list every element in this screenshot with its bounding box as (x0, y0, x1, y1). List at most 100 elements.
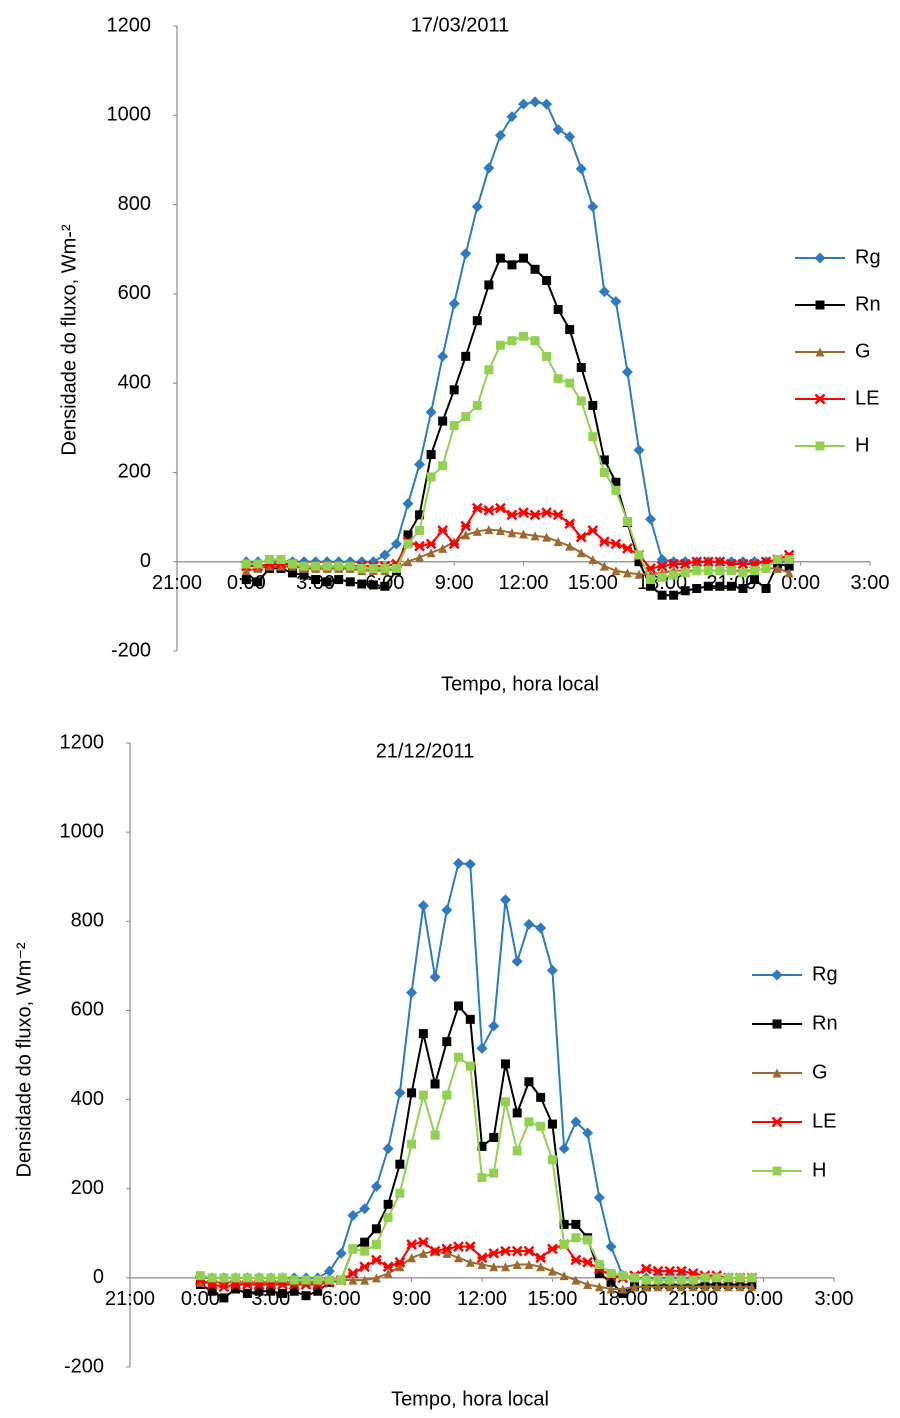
marker (524, 1117, 534, 1127)
y-tick-label: 1200 (60, 731, 105, 753)
legend-marker (815, 300, 825, 310)
legend-marker (815, 441, 825, 451)
marker (583, 1280, 593, 1290)
marker (348, 1275, 358, 1285)
marker (403, 557, 413, 567)
marker (441, 1243, 453, 1255)
marker (254, 1273, 264, 1283)
marker (552, 509, 564, 521)
marker (712, 1282, 722, 1292)
x-tick-label: 0:00 (781, 572, 820, 594)
marker (512, 1146, 522, 1156)
marker (442, 1090, 452, 1100)
marker (576, 396, 586, 406)
marker (253, 559, 263, 569)
marker (476, 1252, 488, 1264)
marker (313, 1275, 323, 1285)
marker (737, 558, 749, 570)
marker (323, 1265, 335, 1277)
marker (489, 1168, 499, 1178)
marker (488, 1020, 500, 1032)
marker (489, 1262, 499, 1272)
x-tick-label: 18:00 (598, 1288, 648, 1310)
marker (559, 1239, 569, 1249)
marker (594, 1259, 604, 1269)
marker (565, 541, 575, 551)
marker (723, 1273, 733, 1283)
marker (231, 1273, 241, 1283)
y-tick-label: 200 (71, 1177, 104, 1199)
marker (575, 531, 587, 543)
marker (587, 525, 599, 536)
marker (418, 1029, 428, 1039)
marker (500, 1245, 511, 1257)
marker (383, 1268, 393, 1278)
marker (576, 363, 586, 373)
marker (357, 579, 367, 589)
marker (536, 1092, 546, 1102)
marker (382, 1261, 394, 1273)
marker (652, 1265, 664, 1277)
marker (553, 374, 563, 384)
marker (703, 566, 713, 576)
x-tick-label: 9:00 (435, 572, 474, 594)
marker (301, 1275, 311, 1285)
marker (380, 563, 390, 573)
marker (454, 1253, 464, 1263)
marker (541, 507, 552, 518)
marker (494, 129, 506, 141)
marker (394, 1087, 406, 1099)
marker (266, 1286, 276, 1296)
marker (406, 1239, 417, 1250)
marker (219, 1293, 229, 1303)
marker (383, 1213, 393, 1223)
marker (735, 1282, 745, 1292)
marker (461, 412, 471, 422)
marker (359, 1261, 371, 1273)
legend-label: G (855, 340, 871, 362)
legend-label: Rn (855, 293, 881, 315)
legend-marker (814, 252, 826, 264)
y-tick-label: 200 (118, 461, 151, 483)
marker (588, 400, 598, 410)
marker (324, 1275, 334, 1285)
marker (460, 520, 472, 532)
y-tick-label: 1000 (107, 104, 152, 126)
legend-label: H (812, 1159, 826, 1181)
marker (264, 554, 274, 564)
marker (336, 1275, 346, 1285)
marker (547, 1243, 558, 1255)
marker (483, 504, 495, 516)
marker (547, 1155, 557, 1165)
marker (529, 96, 541, 108)
marker (345, 577, 355, 587)
marker (519, 331, 528, 341)
marker (714, 556, 726, 568)
chart-title: 17/03/2011 (411, 14, 510, 36)
marker (559, 1271, 569, 1281)
marker (552, 124, 564, 136)
marker (726, 566, 736, 576)
x-axis-label: Tempo, hora local (441, 673, 599, 695)
y-tick-label: 1000 (60, 820, 105, 842)
x-tick-label: 15:00 (568, 572, 618, 594)
marker (570, 1116, 582, 1128)
marker (448, 538, 460, 550)
marker (417, 900, 429, 912)
marker (530, 531, 540, 541)
marker (512, 1259, 522, 1269)
marker (738, 584, 748, 593)
marker (546, 964, 558, 976)
marker (442, 1037, 452, 1047)
marker (276, 554, 286, 564)
marker (266, 1273, 276, 1283)
marker (588, 554, 598, 564)
marker (606, 1284, 616, 1294)
marker (715, 566, 725, 576)
marker (599, 455, 609, 465)
marker (461, 351, 471, 361)
marker (657, 572, 667, 582)
marker (565, 325, 575, 335)
legend-marker (771, 1116, 783, 1128)
marker (500, 1262, 510, 1272)
